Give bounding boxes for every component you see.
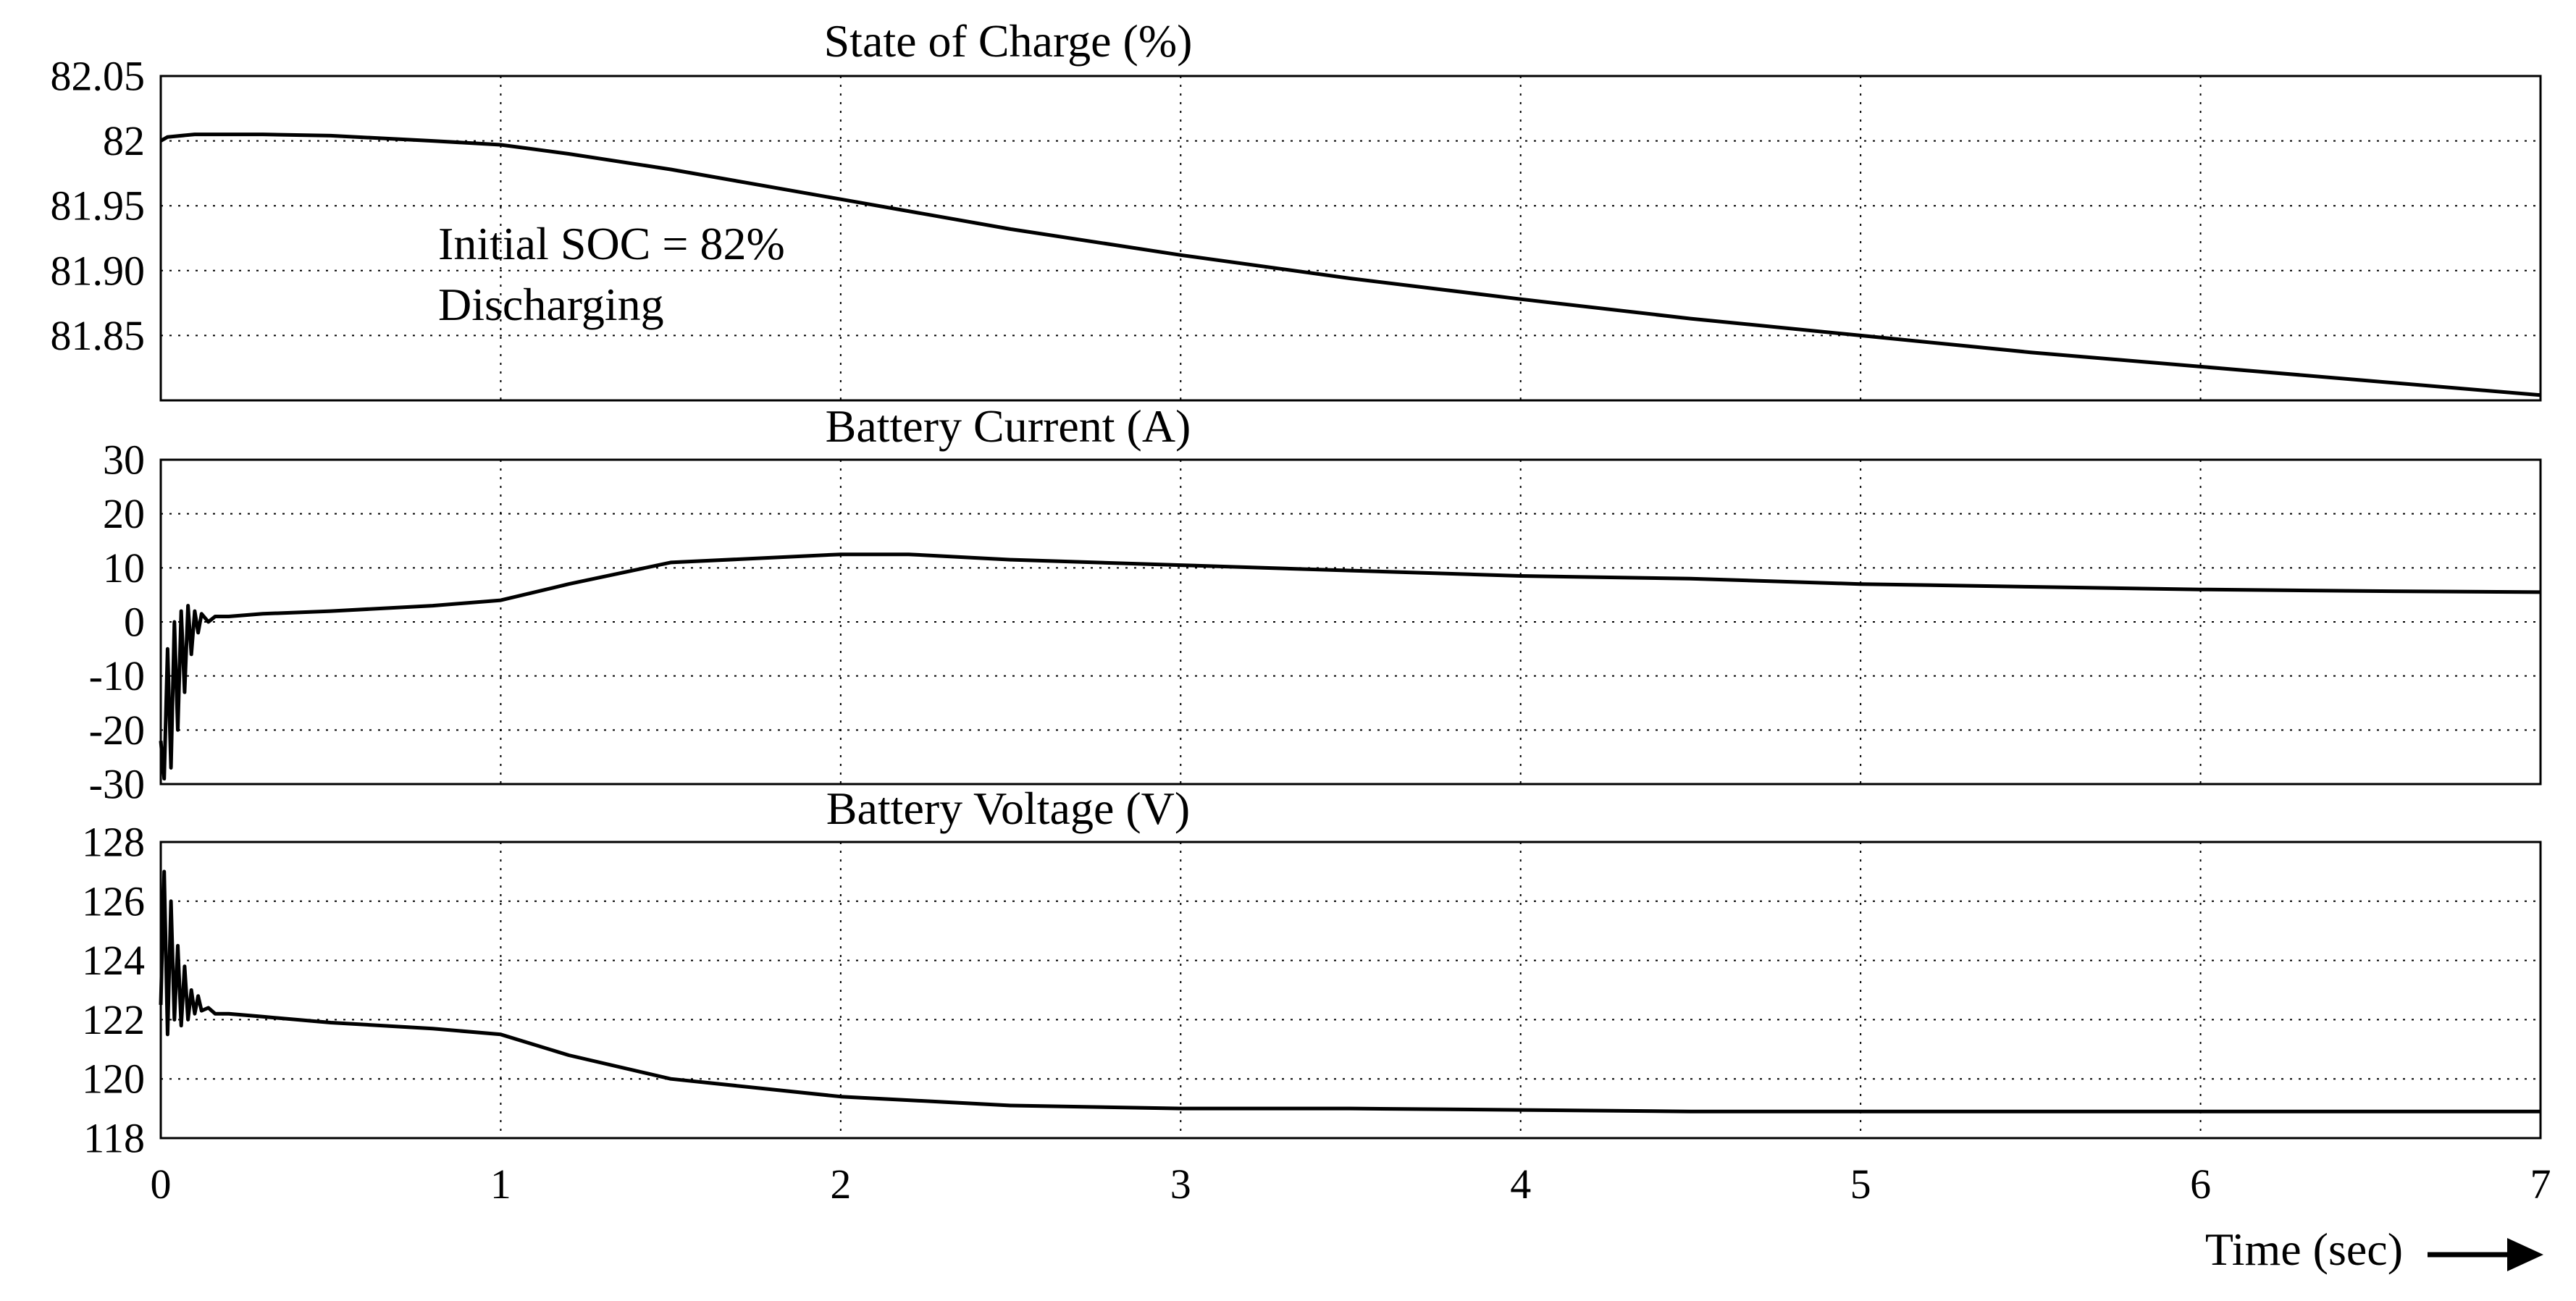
x-tick-label-5: 5 (1850, 1161, 1871, 1208)
current-ticks: 30 20 10 0 -10 -20 -30 (89, 437, 145, 808)
voltage-ytick-label-0: 128 (82, 819, 145, 866)
x-axis-label: Time (sec) (2205, 1224, 2403, 1275)
voltage-frame (159, 841, 2542, 1140)
soc-line (159, 132, 2541, 397)
x-tick-label-1: 1 (490, 1161, 511, 1208)
soc-grid (161, 76, 2541, 400)
current-ytick-label-4: -10 (89, 652, 145, 699)
soc-ticks: 82.05 82 81.95 81.90 81.85 (51, 53, 146, 359)
voltage-grid (161, 842, 2541, 1138)
current-line (159, 552, 2541, 780)
voltage-ytick-label-2: 124 (82, 937, 145, 984)
soc-ytick-label-4: 81.85 (51, 312, 146, 359)
x-tick-label-0: 0 (151, 1161, 172, 1208)
x-tick-label-6: 6 (2190, 1161, 2211, 1208)
x-tick-label-2: 2 (830, 1161, 851, 1208)
soc-ytick-label-2: 81.95 (51, 182, 146, 230)
voltage-ytick-label-4: 120 (82, 1056, 145, 1103)
current-panel: Battery Current (A) 30 20 10 0 -10 -20 -30 (89, 400, 2542, 808)
current-frame (159, 458, 2542, 786)
voltage-title: Battery Voltage (V) (826, 783, 1190, 834)
current-ytick-label-3: 0 (124, 599, 145, 646)
soc-annotation-discharging: Discharging (438, 279, 664, 330)
soc-ytick-label-1: 82 (103, 117, 145, 164)
x-tick-label-4: 4 (1510, 1161, 1531, 1208)
current-ytick-label-2: 10 (103, 544, 145, 591)
x-tick-label-3: 3 (1170, 1161, 1191, 1208)
current-ytick-label-5: -20 (89, 707, 145, 754)
soc-panel: State of Charge (%) 82.05 82 81.95 81.90 81.… (51, 15, 2542, 402)
soc-frame (159, 75, 2542, 402)
soc-ytick-label-3: 81.90 (51, 247, 146, 294)
x-axis-arrow-icon (2428, 1238, 2543, 1271)
current-title: Battery Current (A) (826, 400, 1191, 452)
voltage-ytick-label-3: 122 (82, 996, 145, 1043)
voltage-ytick-label-5: 118 (83, 1115, 145, 1162)
soc-annotation-initial: Initial SOC = 82% (438, 218, 785, 269)
soc-title: State of Charge (%) (824, 15, 1193, 67)
x-tick-label-7: 7 (2530, 1161, 2551, 1208)
current-grid (161, 460, 2541, 784)
current-ytick-label-1: 20 (103, 490, 145, 537)
soc-ytick-label-0: 82.05 (51, 53, 146, 100)
current-ytick-label-0: 30 (103, 437, 145, 484)
current-ytick-label-6: -30 (89, 761, 145, 808)
voltage-ytick-label-1: 126 (82, 877, 145, 925)
voltage-line (159, 870, 2541, 1113)
